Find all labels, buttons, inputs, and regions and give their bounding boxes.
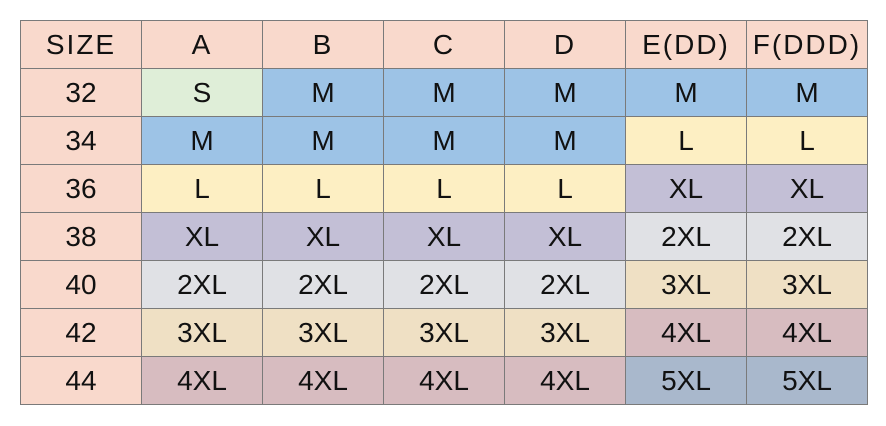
- cup-size-cell: 2XL: [383, 260, 505, 309]
- cup-size-cell: L: [504, 164, 626, 213]
- cup-size-cell: 2XL: [141, 260, 263, 309]
- cup-size-cell: 3XL: [504, 308, 626, 357]
- band-size-cell: 34: [20, 116, 142, 165]
- cup-size-cell: 4XL: [141, 356, 263, 405]
- header-cell: F(DDD): [746, 20, 868, 69]
- header-cell: D: [504, 20, 626, 69]
- band-size-cell: 44: [20, 356, 142, 405]
- band-size-cell: 38: [20, 212, 142, 261]
- cup-size-cell: S: [141, 68, 263, 117]
- table-row: 34 M M M M L L: [20, 116, 868, 165]
- cup-size-cell: XL: [504, 212, 626, 261]
- table-row: 40 2XL 2XL 2XL 2XL 3XL 3XL: [20, 260, 868, 309]
- cup-size-cell: M: [262, 116, 384, 165]
- cup-size-cell: XL: [383, 212, 505, 261]
- cup-size-cell: L: [746, 116, 868, 165]
- table-row: 32 S M M M M M: [20, 68, 868, 117]
- table-row: 44 4XL 4XL 4XL 4XL 5XL 5XL: [20, 356, 868, 405]
- table-body: 32 S M M M M M 34 M M M M L L 36 L L L L XL XL 38 XL XL XL XL 2XL 2…: [20, 68, 868, 405]
- cup-size-cell: 2XL: [504, 260, 626, 309]
- cup-size-cell: 5XL: [746, 356, 868, 405]
- cup-size-cell: M: [504, 68, 626, 117]
- header-row: SIZE A B C D E(DD) F(DDD): [20, 20, 868, 69]
- cup-size-cell: 3XL: [625, 260, 747, 309]
- cup-size-cell: 5XL: [625, 356, 747, 405]
- table-row: 36 L L L L XL XL: [20, 164, 868, 213]
- band-size-cell: 40: [20, 260, 142, 309]
- cup-size-cell: M: [504, 116, 626, 165]
- cup-size-cell: L: [625, 116, 747, 165]
- cup-size-cell: L: [262, 164, 384, 213]
- cup-size-cell: M: [746, 68, 868, 117]
- table-header: SIZE A B C D E(DD) F(DDD): [20, 20, 868, 69]
- cup-size-cell: 4XL: [262, 356, 384, 405]
- cup-size-cell: XL: [262, 212, 384, 261]
- cup-size-cell: M: [141, 116, 263, 165]
- cup-size-cell: 4XL: [383, 356, 505, 405]
- cup-size-cell: 3XL: [262, 308, 384, 357]
- band-size-cell: 32: [20, 68, 142, 117]
- cup-size-cell: L: [383, 164, 505, 213]
- header-cell: A: [141, 20, 263, 69]
- band-size-cell: 36: [20, 164, 142, 213]
- cup-size-cell: M: [625, 68, 747, 117]
- cup-size-cell: L: [141, 164, 263, 213]
- header-cell: SIZE: [20, 20, 142, 69]
- cup-size-cell: XL: [141, 212, 263, 261]
- cup-size-cell: 3XL: [746, 260, 868, 309]
- band-size-cell: 42: [20, 308, 142, 357]
- header-cell: C: [383, 20, 505, 69]
- cup-size-cell: M: [383, 116, 505, 165]
- cup-size-cell: 4XL: [746, 308, 868, 357]
- size-table: SIZE A B C D E(DD) F(DDD) 32 S M M M M M 34 M M M M L L 36 L L…: [20, 20, 868, 405]
- cup-size-cell: XL: [746, 164, 868, 213]
- header-cell: B: [262, 20, 384, 69]
- table-row: 42 3XL 3XL 3XL 3XL 4XL 4XL: [20, 308, 868, 357]
- cup-size-cell: 4XL: [504, 356, 626, 405]
- cup-size-cell: 2XL: [262, 260, 384, 309]
- cup-size-cell: 3XL: [141, 308, 263, 357]
- cup-size-cell: 2XL: [746, 212, 868, 261]
- cup-size-cell: M: [383, 68, 505, 117]
- cup-size-cell: 4XL: [625, 308, 747, 357]
- cup-size-cell: 2XL: [625, 212, 747, 261]
- header-cell: E(DD): [625, 20, 747, 69]
- cup-size-cell: XL: [625, 164, 747, 213]
- table-row: 38 XL XL XL XL 2XL 2XL: [20, 212, 868, 261]
- cup-size-cell: M: [262, 68, 384, 117]
- cup-size-cell: 3XL: [383, 308, 505, 357]
